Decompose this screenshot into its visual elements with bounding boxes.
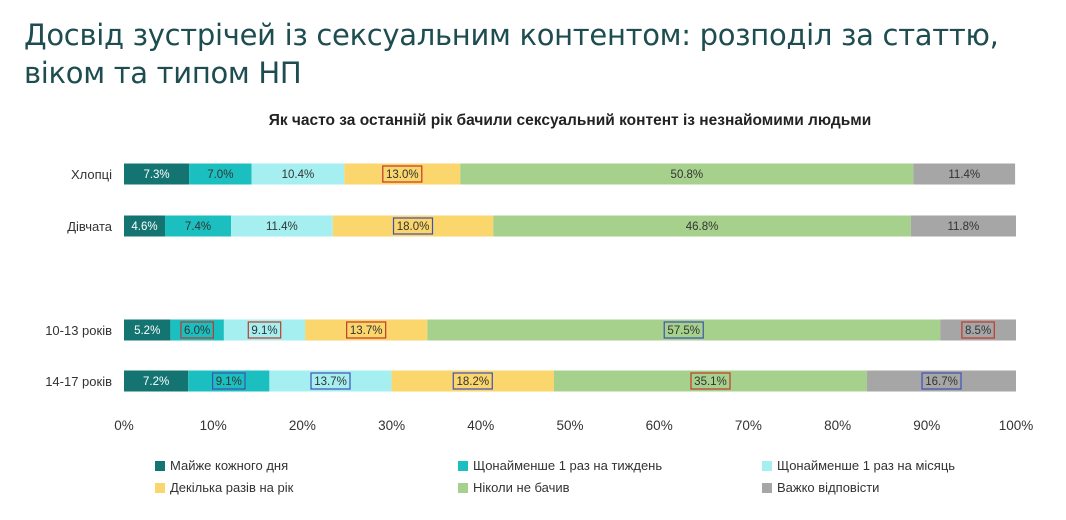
x-tick-label: 100%: [999, 418, 1034, 433]
data-label-box: [346, 321, 387, 339]
data-label: 10.4%: [282, 169, 315, 181]
x-tick-label: 80%: [824, 418, 851, 433]
x-tick-label: 0%: [114, 418, 134, 433]
data-label: 9.1%: [216, 376, 242, 388]
bar-segment: [124, 319, 171, 341]
bar-segment: [553, 370, 868, 392]
bar-segment: [332, 215, 494, 237]
bar-segment: [867, 370, 1016, 392]
bar-segment: [231, 215, 333, 237]
data-label: 6.0%: [184, 325, 210, 337]
bar-segment: [460, 163, 914, 185]
data-label: 57.5%: [667, 325, 700, 337]
x-tick-label: 50%: [556, 418, 583, 433]
bar-segment: [124, 215, 166, 237]
data-label-box: [247, 321, 282, 339]
category-label: Дівчата: [67, 219, 113, 234]
data-label: 9.1%: [251, 325, 277, 337]
bar-segment: [344, 163, 461, 185]
data-label-box: [382, 165, 423, 183]
bar-segment: [910, 215, 1016, 237]
bar-segment: [251, 163, 345, 185]
x-tick-label: 30%: [378, 418, 405, 433]
bar-segment: [913, 163, 1016, 185]
x-tick-label: 40%: [467, 418, 494, 433]
data-label-box: [452, 372, 493, 390]
bar-segment: [124, 163, 190, 185]
bar-segment: [189, 163, 252, 185]
x-tick-label: 20%: [289, 418, 316, 433]
data-label: 13.7%: [314, 376, 347, 388]
data-label: 16.7%: [925, 376, 958, 388]
bar-segment: [223, 319, 306, 341]
data-label: 7.2%: [143, 376, 169, 388]
data-label: 18.0%: [397, 221, 430, 233]
data-label: 8.5%: [965, 325, 991, 337]
category-label: 14-17 років: [45, 374, 112, 389]
data-label-box: [961, 321, 995, 339]
bar-segment: [305, 319, 428, 341]
bar-segment: [391, 370, 554, 392]
data-label: 18.2%: [456, 376, 489, 388]
data-label: 11.4%: [266, 221, 298, 233]
data-label-box: [212, 372, 246, 390]
data-label: 13.7%: [350, 325, 383, 337]
page-title: Досвід зустрічей із сексуальним контенто…: [24, 18, 999, 90]
category-label: 10-13 років: [45, 323, 112, 338]
category-label: Хлопці: [71, 167, 112, 182]
data-label: 11.4%: [948, 169, 980, 181]
x-tick-label: 60%: [646, 418, 673, 433]
data-label: 7.0%: [207, 169, 233, 181]
data-label-box: [392, 217, 434, 235]
data-label: 7.3%: [143, 169, 169, 181]
data-label-box: [690, 372, 731, 390]
bar-segment: [427, 319, 941, 341]
bar-segment: [165, 215, 232, 237]
data-label: 46.8%: [686, 221, 719, 233]
data-label: 50.8%: [671, 169, 704, 181]
bar-segment: [493, 215, 911, 237]
data-label: 11.8%: [947, 221, 979, 233]
data-label-box: [663, 321, 704, 339]
bar-segment: [124, 370, 189, 392]
x-tick-label: 10%: [200, 418, 227, 433]
bar-segment: [188, 370, 270, 392]
data-label: 13.0%: [386, 169, 419, 181]
data-label: 35.1%: [694, 376, 727, 388]
bar-segment: [940, 319, 1016, 341]
data-label-box: [310, 372, 351, 390]
data-label: 4.6%: [131, 221, 157, 233]
data-label-box: [180, 321, 214, 339]
chart-title: Як часто за останній рік бачили сексуаль…: [268, 112, 872, 129]
bar-segment: [269, 370, 392, 392]
x-tick-label: 90%: [913, 418, 940, 433]
data-label: 7.4%: [185, 221, 211, 233]
x-tick-label: 70%: [735, 418, 762, 433]
bar-segment: [170, 319, 224, 341]
data-label: 5.2%: [134, 325, 160, 337]
data-label-box: [921, 372, 962, 390]
